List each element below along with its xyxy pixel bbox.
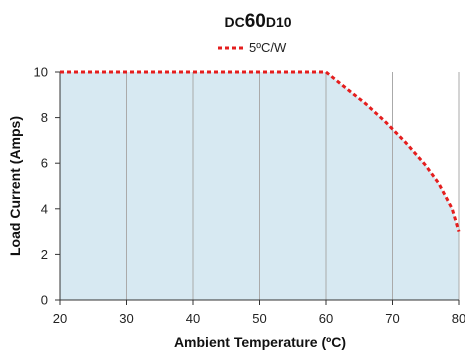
x-tick-label: 80 bbox=[452, 311, 465, 326]
y-tick-label: 0 bbox=[41, 293, 48, 308]
x-tick-label: 40 bbox=[186, 311, 200, 326]
x-tick-label: 50 bbox=[252, 311, 266, 326]
title-suffix: D10 bbox=[266, 14, 292, 30]
y-tick-label: 4 bbox=[41, 201, 48, 216]
x-tick-label: 30 bbox=[119, 311, 133, 326]
x-tick-label: 20 bbox=[53, 311, 67, 326]
y-tick-label: 2 bbox=[41, 247, 48, 262]
grid bbox=[126, 72, 460, 300]
y-tick-label: 10 bbox=[34, 65, 48, 80]
axes bbox=[55, 71, 460, 305]
legend-label: 5ºC/W bbox=[249, 40, 287, 55]
title-prefix: DC bbox=[224, 14, 244, 30]
y-axis-label: Load Current (Amps) bbox=[7, 116, 23, 256]
x-ticks: 20 30 40 50 60 70 80 bbox=[53, 311, 465, 326]
title-number: 60 bbox=[245, 11, 266, 32]
series-line-5cw bbox=[60, 70, 461, 233]
plot-area bbox=[55, 70, 461, 305]
legend: 5ºC/W bbox=[218, 40, 287, 55]
y-tick-label: 8 bbox=[41, 110, 48, 125]
chart-title: DC60D10 bbox=[224, 11, 291, 32]
y-ticks: 0 2 4 6 8 10 bbox=[34, 65, 48, 308]
x-tick-label: 70 bbox=[385, 311, 399, 326]
x-axis-label: Ambient Temperature (ºC) bbox=[174, 334, 346, 350]
y-tick-label: 6 bbox=[41, 156, 48, 171]
x-tick-label: 60 bbox=[319, 311, 333, 326]
